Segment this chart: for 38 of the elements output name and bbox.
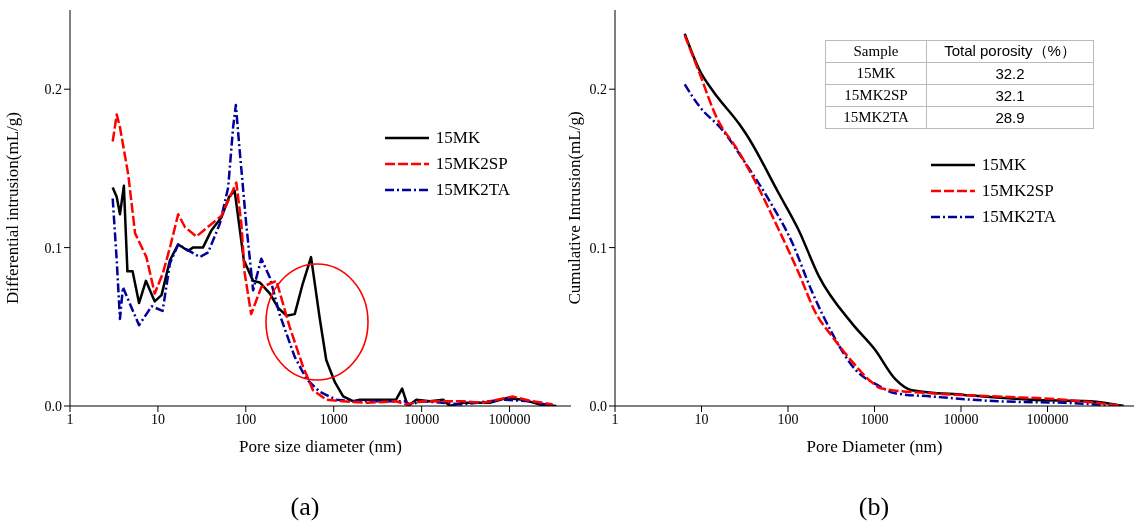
annotation: 15MK	[825, 62, 927, 85]
annotation: 28.9	[926, 106, 1094, 129]
x-axis-title: Pore Diameter (nm)	[806, 437, 943, 456]
x-tick-label: 10000	[404, 411, 440, 427]
x-tick-label: 100	[235, 411, 257, 427]
x-tick-label: 1000	[319, 411, 348, 427]
annotation: Sample	[825, 40, 927, 63]
x-tick-label: 100000	[1026, 411, 1069, 427]
x-tick-label: 10	[694, 411, 709, 427]
y-tick-label: 0.2	[44, 82, 62, 98]
y-axis-title: Differential intrusion(mL/g)	[3, 112, 23, 304]
annotation: 15MK2TA	[825, 106, 927, 129]
x-tick-label: 10000	[943, 411, 979, 427]
annotation: 32.1	[926, 84, 1094, 107]
x-axis-title: Pore size diameter (nm)	[239, 437, 402, 456]
x-tick-label: 1	[66, 411, 74, 427]
x-tick-label: 1	[611, 411, 619, 427]
x-tick-label: 10	[150, 411, 165, 427]
y-tick-label: 0.0	[44, 398, 62, 414]
annotation: Total porosity（%）	[926, 40, 1094, 63]
annotation: 32.2	[926, 62, 1094, 85]
x-tick-label: 100000	[488, 411, 531, 427]
y-tick-label: 0.2	[589, 82, 607, 98]
x-tick-label: 100	[777, 411, 799, 427]
annotation: 15MK2SP	[825, 84, 927, 107]
y-tick-label: 0.1	[589, 240, 607, 256]
legend-label: 15MK2SP	[435, 154, 508, 174]
y-axis-title: Cumulative Intrusion(mL/g)	[565, 111, 585, 305]
text: (a)	[290, 492, 320, 521]
x-tick-label: 1000	[860, 411, 889, 427]
y-tick-label: 0.0	[589, 398, 607, 414]
legend-label: 15MK2TA	[435, 180, 510, 200]
legend-label: 15MK	[981, 155, 1027, 175]
legend-label: 15MK2TA	[981, 207, 1056, 227]
legend-label: 15MK	[435, 128, 481, 148]
y-tick-label: 0.1	[44, 240, 62, 256]
legend-label: 15MK2SP	[981, 181, 1054, 201]
text: (b)	[858, 492, 890, 521]
